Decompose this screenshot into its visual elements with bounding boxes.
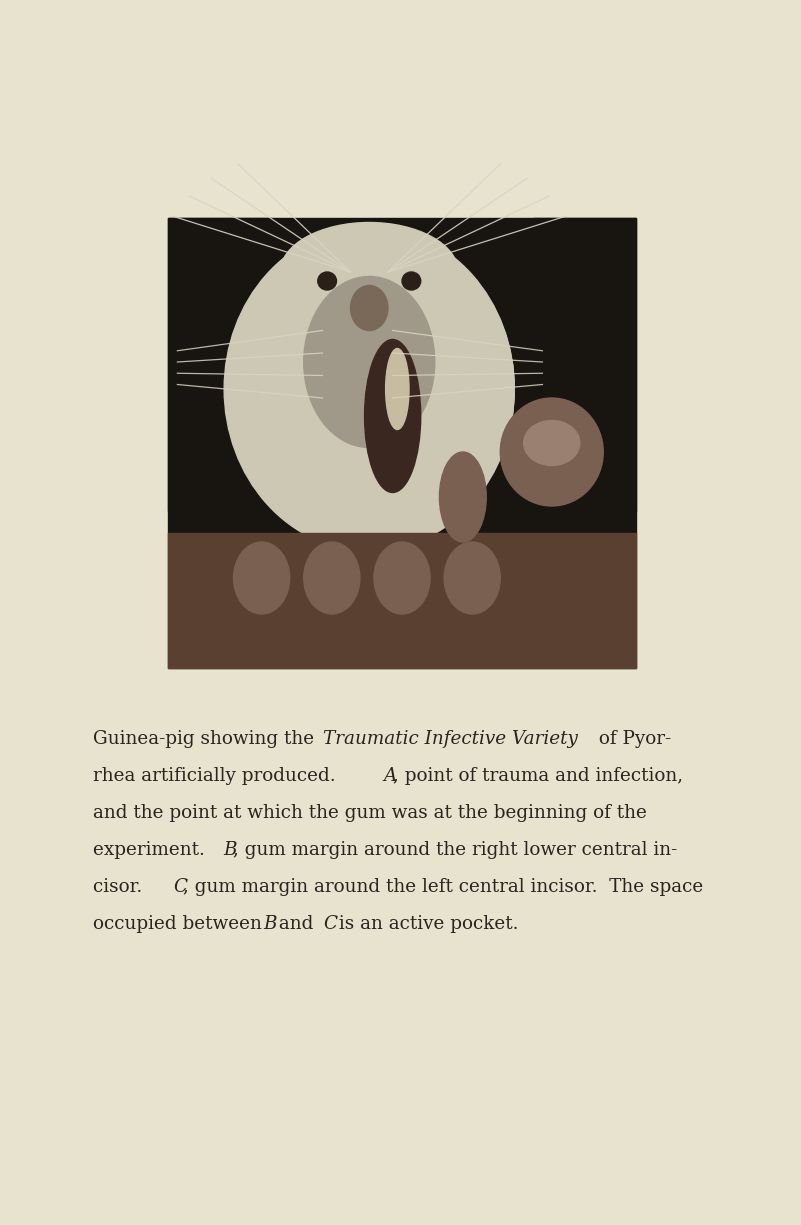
Text: rhea artificially produced.: rhea artificially produced. (93, 767, 348, 785)
Ellipse shape (304, 541, 360, 614)
Text: B: B (223, 842, 236, 859)
Text: and: and (273, 915, 320, 933)
Ellipse shape (318, 272, 336, 290)
Ellipse shape (385, 348, 409, 430)
Bar (168, 218, 636, 668)
Text: cisor.: cisor. (93, 878, 154, 895)
Ellipse shape (440, 452, 486, 541)
Text: C: C (323, 915, 337, 933)
Text: experiment.: experiment. (93, 842, 216, 859)
Text: , gum margin around the left central incisor.  The space: , gum margin around the left central inc… (183, 878, 703, 895)
Ellipse shape (402, 272, 421, 290)
Text: is an active pocket.: is an active pocket. (333, 915, 518, 933)
Text: and the point at which the gum was at the beginning of the: and the point at which the gum was at th… (93, 804, 647, 822)
Ellipse shape (444, 541, 501, 614)
Text: of Pyor-: of Pyor- (593, 730, 671, 748)
Ellipse shape (234, 541, 290, 614)
Text: occupied between: occupied between (93, 915, 268, 933)
Text: B: B (263, 915, 276, 933)
Ellipse shape (501, 398, 603, 506)
Bar (168, 218, 271, 511)
Text: C: C (173, 878, 187, 895)
Bar (533, 218, 636, 511)
Ellipse shape (374, 541, 430, 614)
Text: , gum margin around the right lower central in-: , gum margin around the right lower cent… (233, 842, 678, 859)
Ellipse shape (224, 232, 514, 546)
Text: , point of trauma and infection,: , point of trauma and infection, (393, 767, 683, 785)
Bar (168, 533, 636, 668)
Ellipse shape (364, 339, 421, 492)
Ellipse shape (280, 223, 458, 321)
Ellipse shape (224, 227, 514, 551)
Ellipse shape (304, 277, 435, 447)
Ellipse shape (524, 420, 580, 466)
Text: A: A (383, 767, 396, 785)
Text: Guinea-pig showing the: Guinea-pig showing the (93, 730, 320, 748)
Ellipse shape (351, 285, 388, 331)
Text: Traumatic Infective Variety: Traumatic Infective Variety (323, 730, 578, 748)
